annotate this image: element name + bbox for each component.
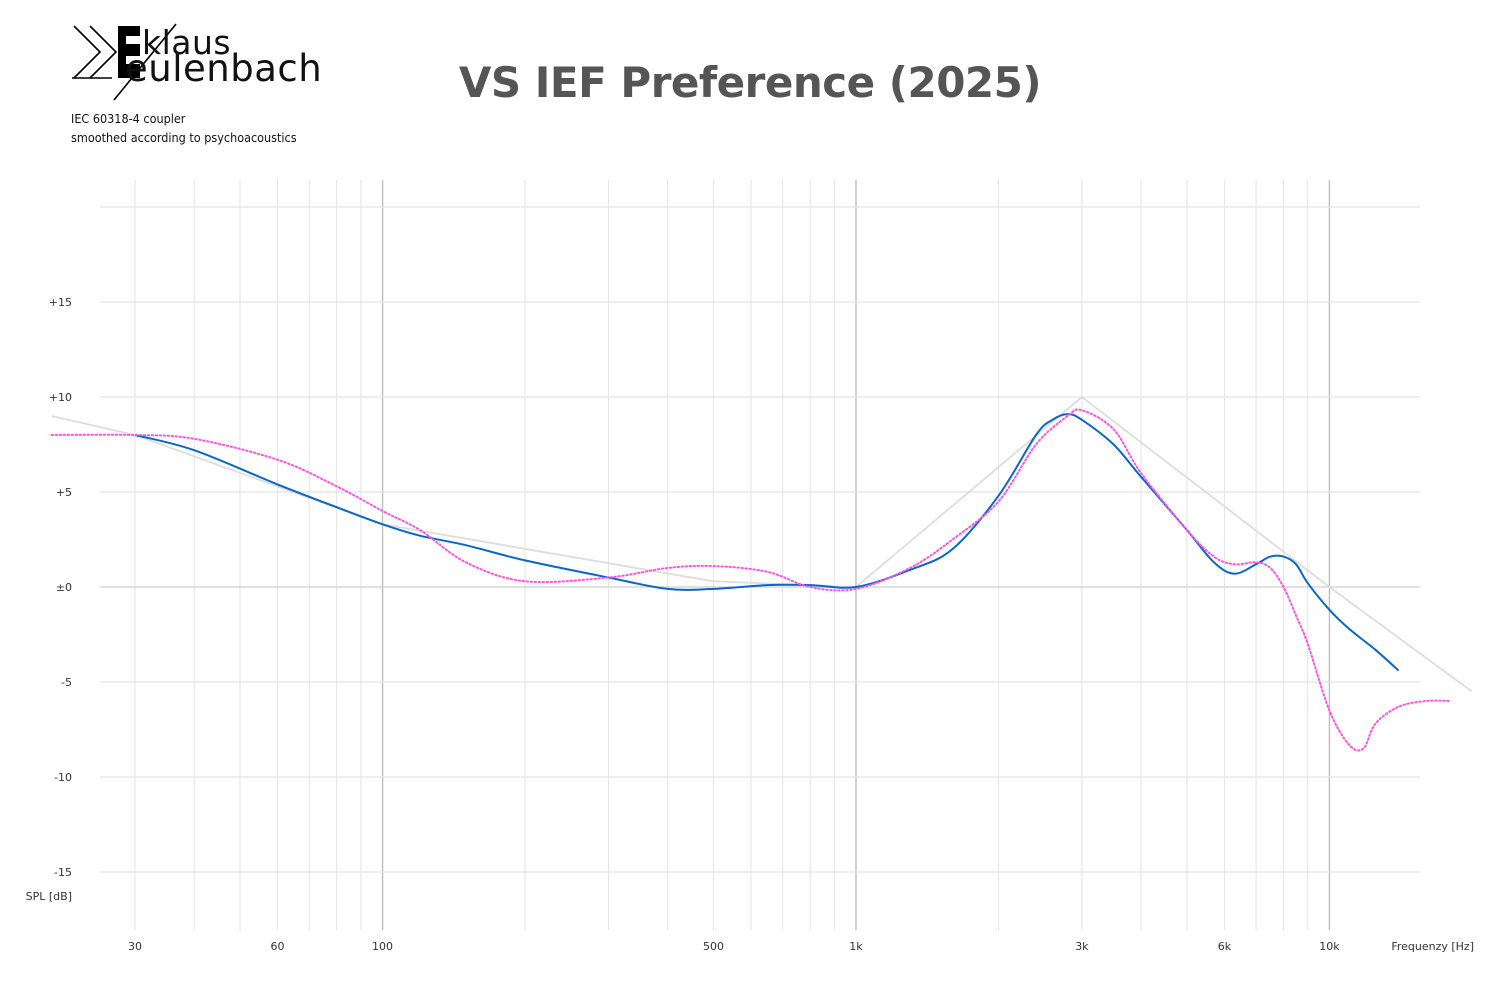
chart-series — [50, 395, 1473, 752]
y-tick-label: -10 — [54, 771, 72, 784]
x-tick-label: 500 — [703, 940, 724, 953]
x-tick-label: 1k — [849, 940, 863, 953]
series-line-target — [50, 408, 1452, 752]
x-tick-label: 30 — [128, 940, 142, 953]
klaus-eulenbach-logo — [72, 23, 177, 101]
x-tick-label: 3k — [1075, 940, 1089, 953]
x-tick-label: 10k — [1319, 940, 1340, 953]
x-tick-label: 6k — [1218, 940, 1232, 953]
smoothing-note: smoothed according to psychoacoustics — [71, 130, 297, 145]
logo-text-klaus: klaus — [142, 23, 232, 62]
series-line-reference — [51, 395, 1473, 693]
chart-labels: 30 60 100 500 1k 3k 6k 10k +15 +10 +5 ±0 -5 -10 -15 — [49, 296, 1340, 953]
y-tick-label: +5 — [56, 486, 72, 499]
x-axis-label: Frequenzy [Hz] — [1391, 940, 1474, 953]
series-line-measured — [134, 413, 1400, 672]
x-tick-label: 60 — [271, 940, 285, 953]
y-tick-label: +10 — [49, 391, 72, 404]
chart-title: VS IEF Preference (2025) — [458, 58, 1042, 107]
y-tick-label: ±0 — [56, 581, 72, 594]
coupler-note: IEC 60318-4 coupler — [71, 111, 186, 126]
ke-logo-mark — [72, 23, 177, 101]
logo-text-eulenbach: eulenbach — [125, 47, 323, 90]
y-tick-label: +15 — [49, 296, 72, 309]
y-tick-label: -15 — [54, 866, 72, 879]
chart-grid — [100, 180, 1420, 930]
y-axis-label: SPL [dB] — [26, 890, 72, 903]
y-tick-label: -5 — [61, 676, 72, 689]
x-tick-label: 100 — [372, 940, 393, 953]
